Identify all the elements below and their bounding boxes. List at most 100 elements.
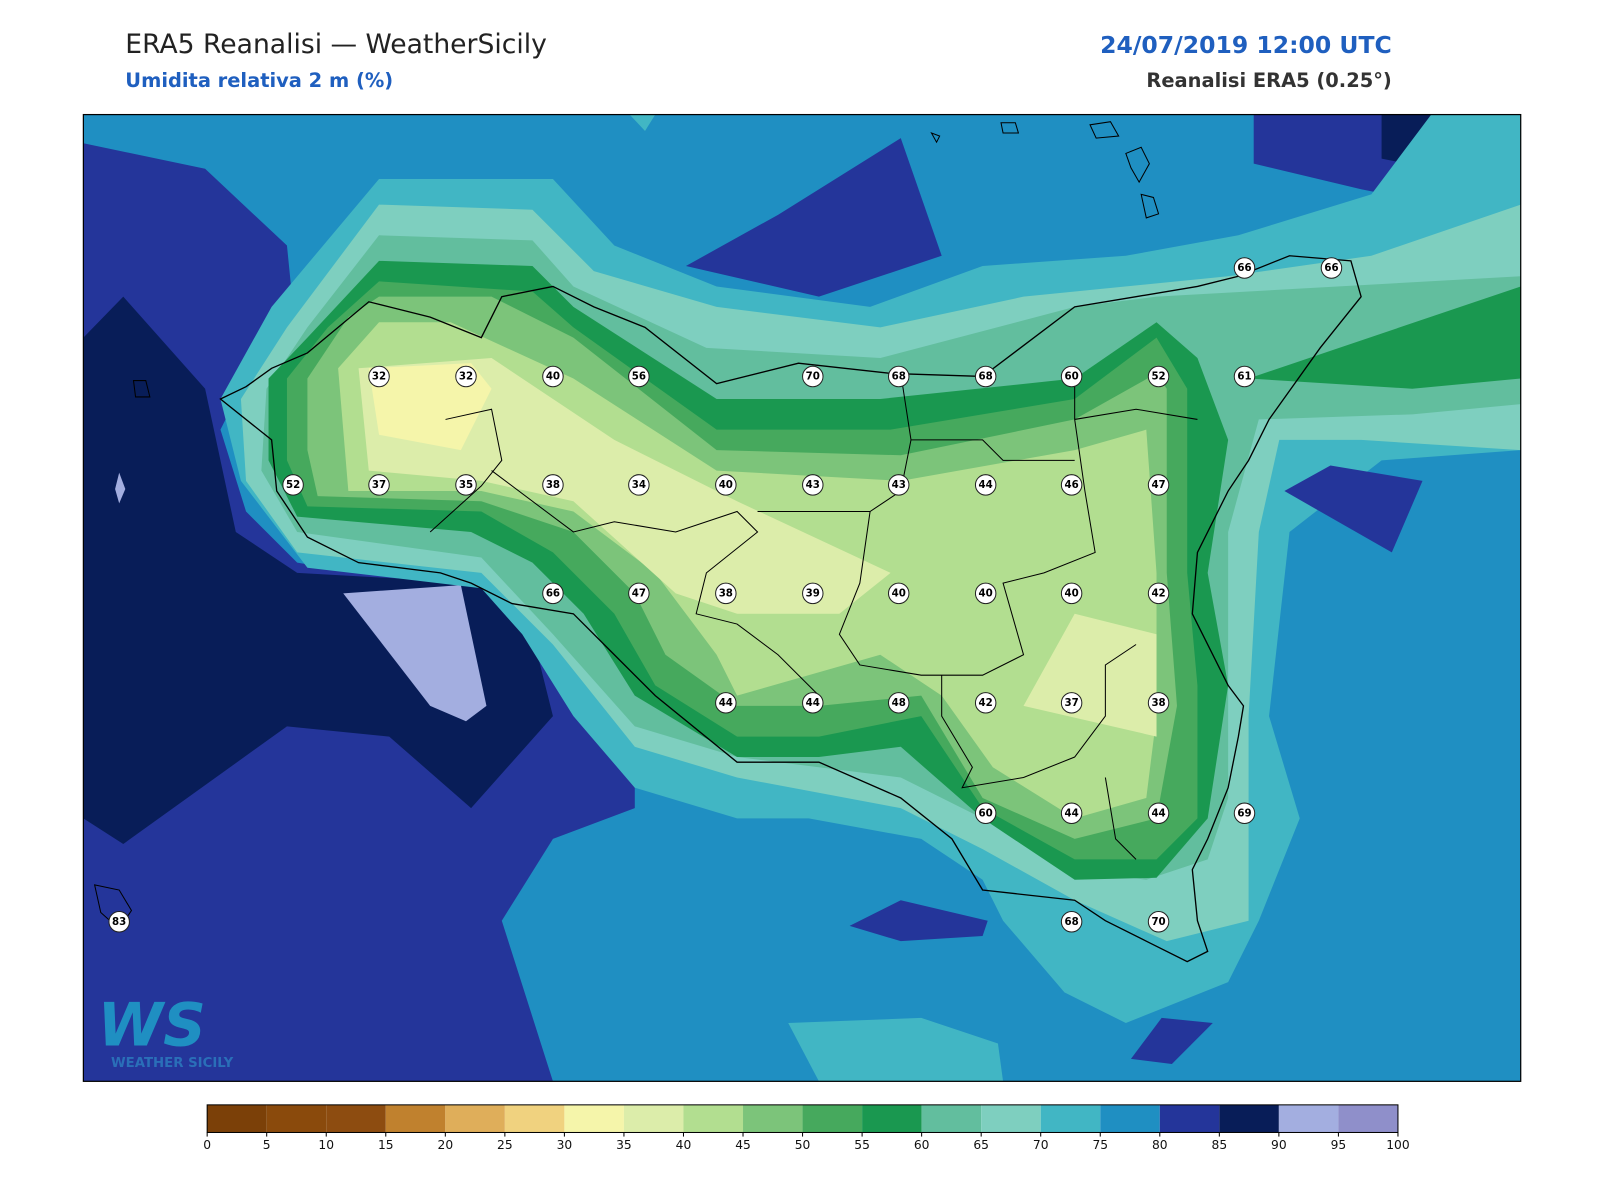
colorbar-swatch [1278,1104,1339,1133]
station-value: 68 [1064,917,1078,928]
colorbar: 0 5 10 15 20 25 30 35 40 45 50 55 60 65 70 75 80 85 90 95 10… [203,1104,1410,1152]
station-marker [628,474,650,496]
station-value: 43 [892,480,906,491]
station-value: 44 [1151,808,1165,819]
station-value: 66 [1237,263,1251,274]
station-value: 37 [1064,698,1078,709]
colorbar-swatch [683,1104,744,1133]
station-value: 70 [1151,917,1165,928]
map: 66 66 32 32 40 56 70 68 68 60 52 61 52 37 35 38 34 40 43 43… [83,114,1521,1082]
station-value: 44 [806,698,820,709]
station-value: 40 [719,480,733,491]
colorbar-swatch [981,1104,1041,1133]
colorbar-tick-label: 40 [676,1138,692,1152]
station-marker [802,365,824,388]
station-marker [715,582,737,605]
colorbar-tick-label: 60 [914,1138,930,1152]
colorbar-swatch [862,1104,922,1133]
station-value: 48 [892,698,906,709]
station-marker [1320,257,1343,279]
station-value: 47 [1151,480,1165,491]
colorbar-swatch [623,1104,684,1133]
station-marker [628,365,650,388]
station-marker [455,365,477,388]
colorbar-tick-label: 45 [735,1138,751,1152]
station-value: 42 [1151,588,1165,599]
station-marker [1147,474,1170,496]
colorbar-swatch [802,1104,863,1133]
station-marker [1233,257,1256,279]
station-value: 83 [112,917,126,928]
station-marker [974,365,997,388]
colorbar-tick-label: 80 [1152,1138,1168,1152]
station-value: 35 [459,480,473,491]
title: ERA5 Reanalisi — WeatherSicily [125,29,547,60]
colorbar-swatch [743,1104,803,1133]
station-marker [628,582,650,605]
station-marker [1147,365,1170,388]
colorbar-swatch [385,1104,446,1133]
station-marker [715,692,737,714]
station-marker [108,910,130,933]
station-value: 38 [719,588,733,599]
station-marker [1147,582,1170,605]
station-marker [1233,802,1256,825]
station-value: 69 [1237,808,1251,819]
station-marker [1233,365,1256,388]
station-value: 68 [892,371,906,382]
station-marker [1060,910,1083,933]
colorbar-swatch [564,1104,624,1133]
station-value: 66 [1324,263,1338,274]
colorbar-tick-label: 50 [795,1138,811,1152]
colorbar-swatch [326,1104,386,1133]
station-value: 40 [979,588,993,599]
station-marker [974,474,997,496]
station-marker [368,474,390,496]
colorbar-tick-label: 95 [1331,1138,1347,1152]
station-marker [455,474,477,496]
station-value: 46 [1064,480,1078,491]
colorbar-swatch [1159,1104,1220,1133]
station-value: 37 [372,480,386,491]
colorbar-tick-label: 30 [557,1138,573,1152]
station-value: 40 [546,371,560,382]
station-marker [974,802,997,825]
station-value: 32 [372,371,386,382]
station-marker [715,474,737,496]
station-value: 56 [632,371,646,382]
station-value: 61 [1237,371,1251,382]
station-marker [887,582,910,605]
map-frame [82,113,1522,1082]
station-marker [974,582,997,605]
station-marker [1147,802,1170,825]
date: 24/07/2019 12:00 UTC [1100,31,1392,59]
station-marker [282,474,304,496]
station-value: 40 [1064,588,1078,599]
station-value: 70 [806,371,820,382]
colorbar-swatch [207,1104,267,1133]
colorbar-tick-label: 65 [973,1138,989,1152]
colorbar-swatch [1040,1104,1101,1133]
colorbar-tick-label: 85 [1212,1138,1228,1152]
station-marker [368,365,390,388]
station-marker [1060,582,1083,605]
station-marker [1147,692,1170,714]
station-value: 40 [892,588,906,599]
source: Reanalisi ERA5 (0.25°) [1146,69,1391,92]
colorbar-swatch [445,1104,505,1133]
colorbar-swatch [1219,1104,1279,1133]
colorbar-swatch [266,1104,327,1133]
station-marker [1060,802,1083,825]
colorbar-tick-label: 15 [378,1138,394,1152]
station-value: 34 [632,480,646,491]
colorbar-tick-label: 25 [497,1138,513,1152]
subtitle: Umidita relativa 2 m (%) [125,69,393,92]
station-marker [802,582,824,605]
station-value: 44 [979,480,993,491]
colorbar-tick-label: 10 [318,1138,334,1152]
station-marker [887,365,910,388]
station-value: 39 [806,588,820,599]
colorbar-tick-label: 55 [854,1138,870,1152]
station-value: 68 [979,371,993,382]
